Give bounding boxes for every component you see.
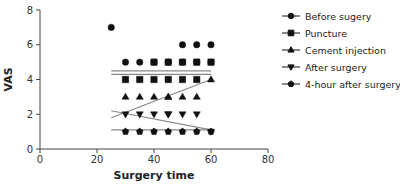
- point: [136, 112, 143, 118]
- point: [150, 112, 157, 118]
- point: [193, 128, 200, 134]
- point: [179, 112, 186, 118]
- y-tick-label: 8: [27, 5, 33, 16]
- legend: Before sugery Puncture Cement injection Aft…: [282, 11, 400, 90]
- legend-label: Before sugery: [305, 11, 372, 22]
- point: [165, 59, 171, 65]
- point: [165, 59, 171, 65]
- x-tick-label: 0: [37, 154, 43, 165]
- legend-label: After surgery: [305, 62, 367, 73]
- x-tick: [268, 149, 269, 153]
- point: [208, 128, 215, 134]
- y-tick-label: 0: [27, 144, 33, 155]
- legend-marker: [288, 47, 294, 52]
- x-tick-label: 60: [205, 154, 218, 165]
- point: [208, 59, 214, 65]
- legend-label: Cement injection: [305, 45, 386, 56]
- point: [179, 42, 185, 48]
- y-tick-label: 4: [27, 74, 33, 85]
- point: [208, 59, 214, 65]
- point: [151, 59, 157, 65]
- trend-line: [111, 70, 211, 71]
- x-tick-label: 40: [148, 154, 161, 165]
- y-tick: [36, 79, 40, 80]
- point: [151, 59, 157, 65]
- point: [208, 42, 214, 48]
- y-tick: [36, 149, 40, 150]
- point: [165, 112, 172, 118]
- point: [122, 76, 128, 82]
- legend-marker: [288, 81, 294, 87]
- point: [194, 59, 200, 65]
- point: [179, 76, 185, 82]
- point: [193, 112, 200, 118]
- point: [151, 76, 157, 82]
- point: [151, 128, 158, 134]
- point: [165, 128, 172, 134]
- y-tick: [36, 44, 40, 45]
- point: [194, 42, 200, 48]
- point: [165, 76, 171, 82]
- x-tick-label: 80: [262, 154, 275, 165]
- x-tick: [211, 149, 212, 153]
- x-axis-label: Surgery time: [114, 169, 195, 182]
- x-tick-label: 20: [91, 154, 104, 165]
- legend-marker: [288, 30, 294, 36]
- point: [165, 59, 171, 65]
- point: [136, 93, 143, 99]
- plot-area: [108, 24, 214, 135]
- point: [179, 59, 185, 65]
- trend-line: [111, 80, 211, 118]
- point: [165, 112, 172, 118]
- y-tick-label: 6: [27, 39, 33, 50]
- legend-label: Puncture: [305, 28, 347, 39]
- point: [122, 93, 129, 99]
- point: [194, 76, 200, 82]
- legend-marker: [288, 65, 294, 70]
- x-tick: [154, 149, 155, 153]
- y-axis-label: VAS: [2, 67, 15, 91]
- point: [108, 24, 114, 30]
- trend-line: [111, 74, 211, 75]
- point: [122, 128, 129, 134]
- point: [179, 128, 186, 134]
- point: [207, 76, 214, 82]
- point: [179, 93, 186, 99]
- point: [122, 112, 129, 118]
- legend-marker: [288, 13, 294, 19]
- y-tick-label: 2: [27, 109, 33, 120]
- point: [165, 93, 172, 99]
- point: [165, 93, 172, 99]
- point: [137, 59, 143, 65]
- x-tick: [97, 149, 98, 153]
- legend-label: 4-hour after surgery: [305, 79, 400, 90]
- y-tick: [36, 114, 40, 115]
- point: [122, 59, 128, 65]
- point: [194, 59, 200, 65]
- point: [193, 93, 200, 99]
- trend-line: [111, 111, 211, 130]
- point: [136, 128, 143, 134]
- point: [137, 76, 143, 82]
- point: [179, 59, 185, 65]
- point: [150, 93, 157, 99]
- y-tick: [36, 10, 40, 11]
- chart: 0 20 40 60 80 0 2 4 6 8 Surgery time VAS Before suge…: [0, 0, 400, 187]
- x-tick: [40, 149, 41, 153]
